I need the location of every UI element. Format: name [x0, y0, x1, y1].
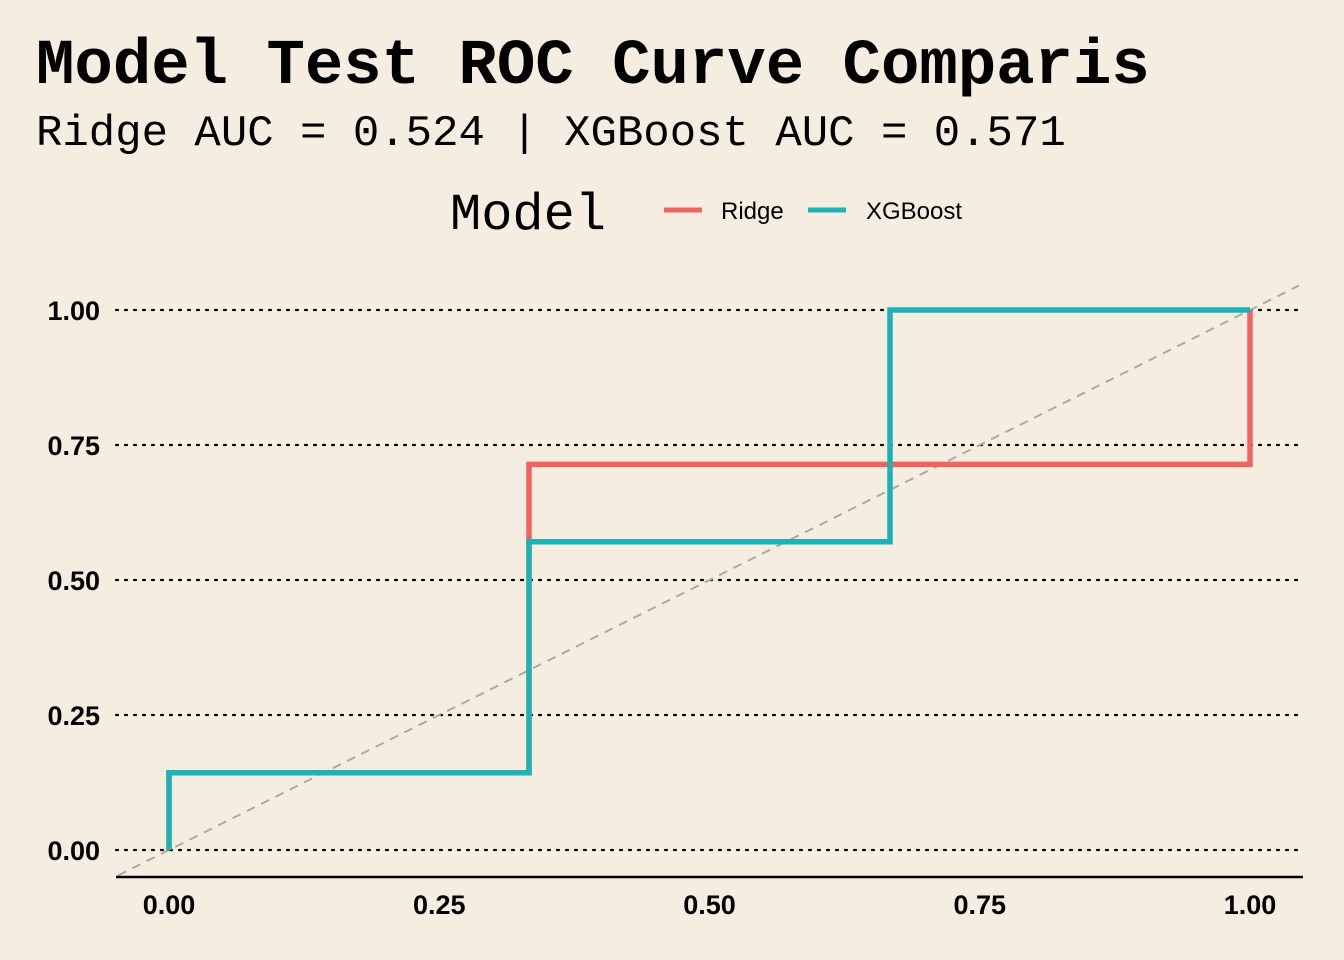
chart-subtitle: Ridge AUC = 0.524 | XGBoost AUC = 0.571: [36, 109, 1066, 159]
x-tick-label: 0.50: [683, 890, 736, 920]
y-tick-label: 0.75: [47, 431, 100, 461]
x-tick-label: 0.25: [413, 890, 466, 920]
y-tick-label: 0.25: [47, 701, 100, 731]
y-tick-label: 0.00: [47, 836, 100, 866]
y-tick-label: 1.00: [47, 296, 100, 326]
grid: [114, 308, 1301, 852]
legend-label-ridge: Ridge: [721, 198, 784, 225]
legend-label-xgboost: XGBoost: [866, 198, 962, 225]
reference-diagonal: [117, 284, 1300, 877]
y-tick-label: 0.50: [47, 566, 100, 596]
legend: Model Ridge XGBoost: [450, 186, 962, 245]
x-tick-label: 0.00: [143, 890, 196, 920]
x-tick-label: 1.00: [1224, 890, 1277, 920]
legend-title: Model: [450, 186, 606, 245]
x-tick-label: 0.75: [953, 890, 1006, 920]
diagonal-reference-line: [117, 284, 1300, 877]
axes: 0.00 0.25 0.50 0.75 1.00 0.00 0.25 0.50 0.75 1.00: [47, 296, 1303, 920]
chart-title: Model Test ROC Curve Comparis: [36, 31, 1150, 103]
series-line-xgboost: [166, 307, 1250, 850]
series: [166, 307, 1253, 850]
